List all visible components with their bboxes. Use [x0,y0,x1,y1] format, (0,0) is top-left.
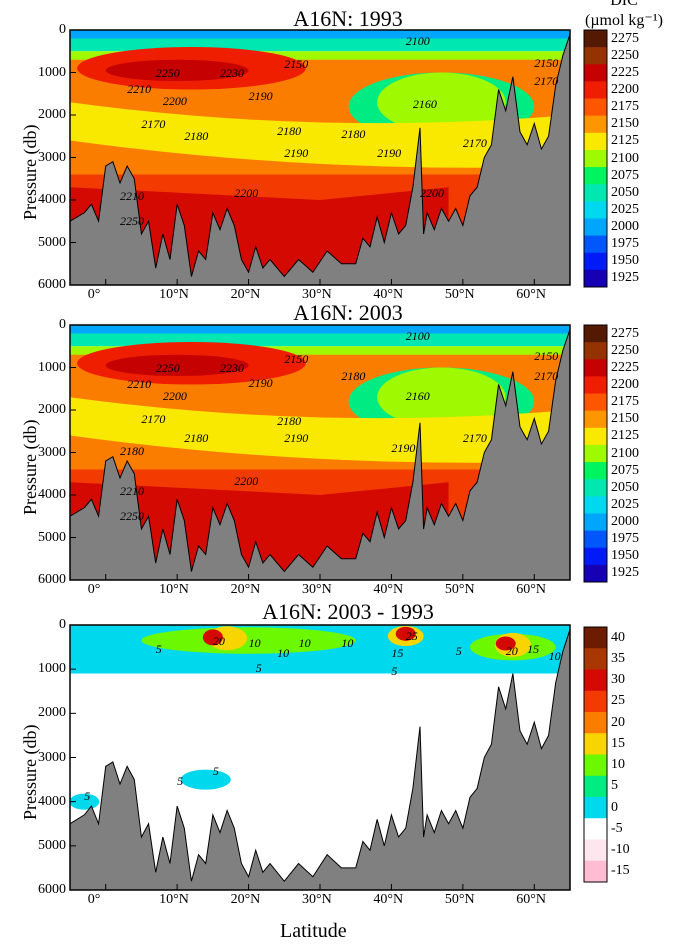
colorbar [0,0,696,951]
colorbar-tick: 35 [611,651,625,667]
colorbar-tick: -5 [611,821,623,837]
colorbar-tick: 25 [611,693,625,709]
colorbar-tick: 40 [611,630,625,646]
colorbar-tick: -10 [611,842,630,858]
colorbar-tick: -15 [611,863,630,879]
colorbar-tick: 10 [611,757,625,773]
colorbar-tick: 30 [611,672,625,688]
colorbar-tick: 15 [611,736,625,752]
colorbar-tick: 0 [611,800,618,816]
colorbar-tick: 20 [611,715,625,731]
colorbar-tick: 5 [611,778,618,794]
